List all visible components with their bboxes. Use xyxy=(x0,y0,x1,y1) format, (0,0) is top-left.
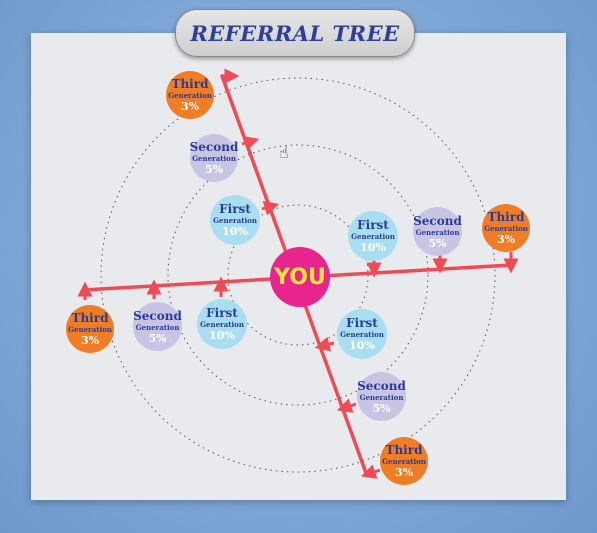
node-sub: Generation xyxy=(200,320,244,329)
node-label: Second xyxy=(413,213,462,228)
node-percent: 3% xyxy=(496,233,516,246)
node-percent: 5% xyxy=(148,331,167,345)
node-sub: Generation xyxy=(192,154,236,163)
node-label: First xyxy=(346,316,378,330)
node-label: First xyxy=(219,202,251,216)
node-label: First xyxy=(357,218,389,232)
node-label: Second xyxy=(133,308,182,323)
node-label: Second xyxy=(189,140,239,154)
node-third-left: Third Generation 3% xyxy=(66,305,114,353)
node-sub: Generation xyxy=(351,232,395,241)
node-label: First xyxy=(206,306,238,320)
node-percent: 10% xyxy=(209,329,235,342)
connector-second-ul xyxy=(241,135,260,151)
ring-third xyxy=(100,77,496,473)
connector-third-lr xyxy=(360,464,381,479)
node-percent: 10% xyxy=(360,241,386,254)
connector-first-ul xyxy=(261,200,280,216)
node-label: Third xyxy=(385,443,423,457)
node-percent: 5% xyxy=(372,401,391,415)
page-title: REFERRAL TREE xyxy=(190,20,400,46)
node-third-right: Third Generation 3% xyxy=(482,204,530,252)
node-label: Third xyxy=(171,77,209,91)
node-second-right: Second Generation 5% xyxy=(413,207,462,256)
node-label: Second xyxy=(357,378,406,393)
node-sub: Generation xyxy=(135,322,180,332)
node-second-upper-left: Second Generation 5% xyxy=(190,134,238,182)
title-banner: REFERRAL TREE xyxy=(175,9,415,57)
connector-second-lr xyxy=(336,398,357,413)
ring-second xyxy=(167,144,429,406)
node-percent: 3% xyxy=(394,466,414,479)
node-sub: Generation xyxy=(382,457,426,466)
node-percent: 10% xyxy=(222,225,248,238)
node-sub: Generation xyxy=(359,392,404,402)
node-sub: Generation xyxy=(484,224,528,233)
hand-pointer-icon: ☝ xyxy=(279,143,289,162)
node-third-lower-right: Third Generation 3% xyxy=(380,437,428,485)
node-sub: Generation xyxy=(415,227,460,237)
center-you-node: YOU xyxy=(270,247,330,307)
node-sub: Generation xyxy=(213,216,257,225)
node-sub: Generation xyxy=(68,325,112,334)
node-label: Third xyxy=(487,210,525,224)
node-first-upper-left: First Generation 10% xyxy=(210,195,260,245)
node-percent: 3% xyxy=(80,334,100,347)
node-label: Third xyxy=(71,311,109,325)
node-third-upper-left: Third Generation 3% xyxy=(166,71,214,119)
node-sub: Generation xyxy=(168,91,212,100)
center-label: YOU xyxy=(274,264,326,290)
node-first-lower-right: First Generation 10% xyxy=(337,309,387,359)
node-first-right: First Generation 10% xyxy=(348,211,398,261)
connector-first-lr xyxy=(314,336,335,352)
node-percent: 10% xyxy=(349,339,375,352)
node-percent: 3% xyxy=(180,100,200,113)
node-sub: Generation xyxy=(340,330,384,339)
node-second-left: Second Generation 5% xyxy=(133,302,182,351)
node-percent: 5% xyxy=(204,163,224,176)
node-second-lower-right: Second Generation 5% xyxy=(357,372,406,421)
node-percent: 5% xyxy=(428,236,447,250)
node-first-left: First Generation 10% xyxy=(197,299,247,349)
